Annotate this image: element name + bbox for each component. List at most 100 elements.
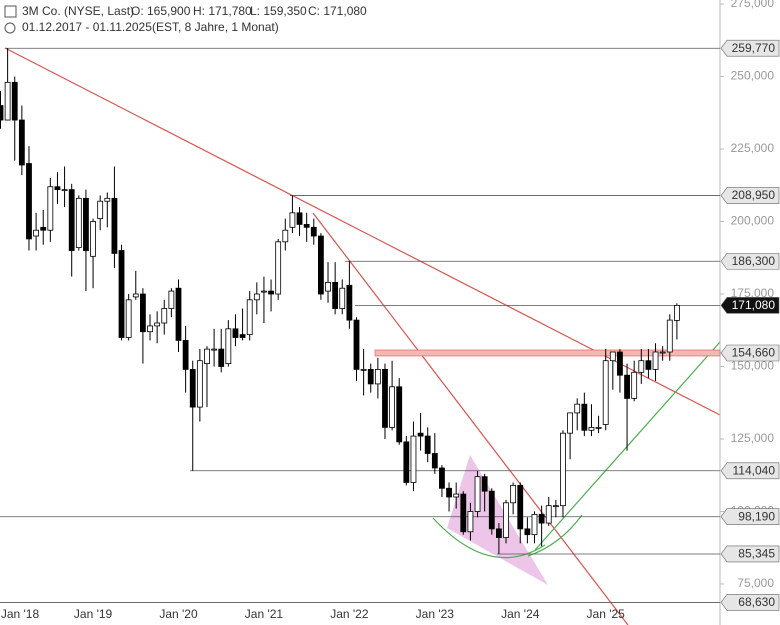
- candle-body: [317, 235, 324, 295]
- candle-body: [246, 299, 253, 336]
- level-label: 85,345: [738, 547, 775, 561]
- x-tick-label: Jan '18: [1, 607, 40, 621]
- candle-body: [139, 293, 146, 333]
- close: C: 171,080: [308, 4, 367, 18]
- level-badge: [720, 508, 780, 526]
- candle-body: [0, 105, 4, 121]
- candle-body: [225, 328, 232, 365]
- candle-body: [645, 360, 652, 370]
- level-badge: [720, 252, 780, 270]
- candle-body: [374, 368, 381, 385]
- candle-body: [588, 426, 595, 431]
- x-tick-label: Jan '20: [159, 607, 198, 621]
- candle-body: [11, 81, 18, 121]
- candle-body: [325, 282, 331, 292]
- x-tick-label: Jan '19: [74, 607, 113, 621]
- icon: [4, 5, 17, 18]
- level-label: 68,630: [738, 595, 775, 609]
- candle-body: [189, 368, 196, 408]
- candle-body: [446, 487, 452, 498]
- candle-body: [467, 511, 474, 533]
- candle-body: [232, 328, 239, 338]
- x-tick-label: Jan '24: [501, 607, 540, 621]
- level-label: 154,660: [732, 346, 776, 360]
- y-tick-label: 175,000: [731, 286, 775, 300]
- candle-body: [567, 412, 573, 434]
- y-tick-label: 275,000: [731, 0, 775, 10]
- candle-body: [261, 290, 267, 293]
- level-badge: [720, 462, 780, 480]
- candle-body: [431, 453, 438, 469]
- candle-body: [118, 250, 125, 338]
- level-badge: [720, 594, 780, 611]
- info: (EST, 8 Jahre, 1 Monat): [152, 20, 279, 34]
- candle-body: [674, 304, 680, 321]
- x-tick-label: Jan '25: [587, 607, 626, 621]
- candle-body: [545, 505, 552, 524]
- candle-body: [253, 293, 260, 301]
- y-tick-label: 250,000: [731, 69, 775, 83]
- level-label: 98,190: [738, 509, 775, 523]
- candle-body: [531, 513, 538, 536]
- candle-body: [403, 441, 410, 483]
- candle-body: [154, 322, 161, 327]
- candle-body: [495, 528, 502, 538]
- candle-body: [90, 221, 96, 257]
- candle-body: [175, 287, 182, 341]
- x-tick-label: Jan '23: [416, 607, 455, 621]
- candle-body: [617, 351, 623, 376]
- y-tick-label: 125,000: [731, 431, 775, 445]
- candle-body: [147, 325, 153, 333]
- candle-body: [474, 476, 481, 512]
- candle-body: [33, 229, 39, 237]
- level-badge: [720, 297, 780, 314]
- candle-body: [581, 403, 588, 431]
- candle-body: [54, 186, 61, 191]
- candle-body: [26, 163, 32, 240]
- level-badge: [720, 545, 780, 563]
- candle-body: [666, 319, 673, 353]
- title: 3M Co. (NYSE, Last): [22, 4, 134, 18]
- candle-body: [560, 432, 566, 507]
- candle-body: [339, 287, 346, 309]
- level-label: 114,040: [733, 463, 776, 477]
- candle-body: [289, 212, 296, 228]
- level-badge: [720, 39, 780, 57]
- candle-body: [524, 528, 531, 536]
- candle-body: [239, 334, 246, 338]
- level-badge: [720, 344, 780, 362]
- level-zone: [374, 349, 721, 357]
- candle-body: [161, 308, 168, 324]
- candle-body: [97, 200, 104, 220]
- candle-body: [481, 476, 488, 492]
- candle-body: [282, 229, 289, 243]
- candle-body: [40, 226, 47, 231]
- candle-body: [211, 348, 218, 351]
- curve: [432, 517, 546, 559]
- candle-body: [303, 224, 310, 228]
- candle-body: [353, 319, 360, 370]
- candle-body: [61, 189, 68, 192]
- candle-body: [652, 351, 659, 370]
- candle-body: [346, 284, 353, 321]
- candle-body: [47, 186, 54, 231]
- candle-body: [168, 290, 175, 309]
- candle-body: [196, 360, 203, 408]
- candle-body: [517, 484, 524, 530]
- candle-body: [218, 348, 225, 367]
- candle-body: [460, 493, 467, 533]
- y-tick-label: 75,000: [737, 576, 774, 590]
- candle-body: [396, 386, 403, 443]
- candle-body: [83, 197, 89, 251]
- candle-body: [609, 351, 616, 362]
- candle-body: [204, 348, 210, 364]
- trend-line: [312, 212, 629, 625]
- candle-body: [268, 290, 274, 295]
- x-tick-label: Jan '22: [330, 607, 369, 621]
- candle-body: [602, 360, 609, 425]
- level-label: 259,770: [732, 41, 776, 55]
- candle-body: [638, 360, 645, 373]
- candle-body: [439, 467, 445, 489]
- candle-body: [367, 368, 374, 385]
- candle-body: [132, 293, 139, 298]
